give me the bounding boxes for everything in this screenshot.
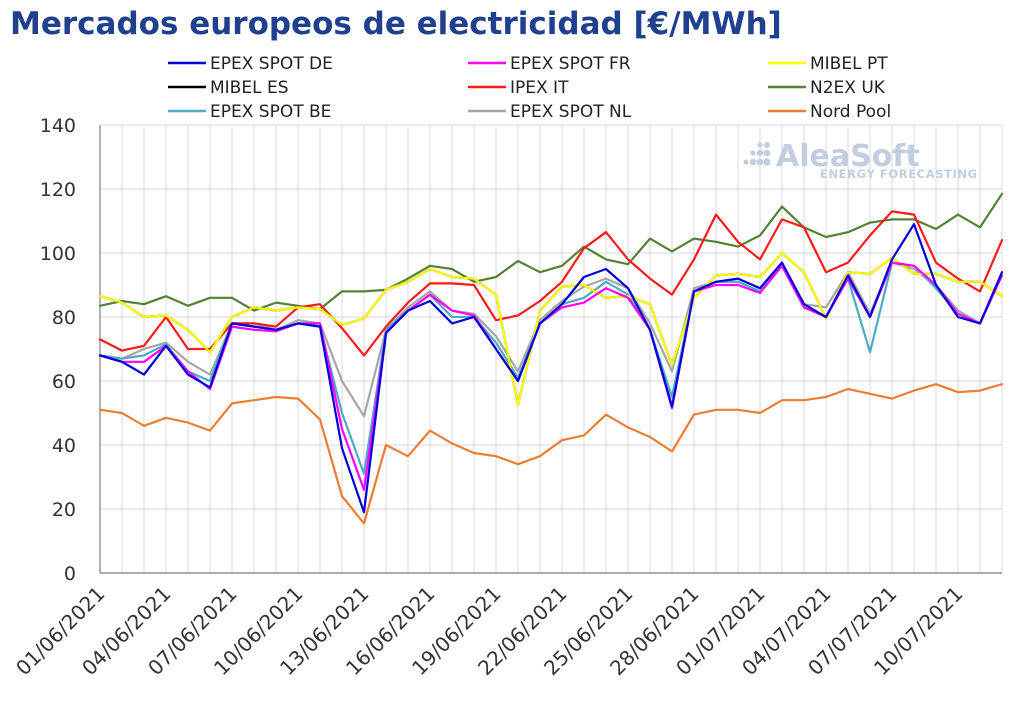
logo-dot bbox=[756, 149, 764, 157]
legend-item-mibel-es: MIBEL ES bbox=[168, 78, 289, 98]
y-tick-label: 40 bbox=[52, 435, 76, 457]
legend-item-epex-spot-nl: EPEX SPOT NL bbox=[468, 102, 632, 122]
logo-dot bbox=[763, 158, 771, 166]
series-line-epex-spot-fr bbox=[98, 261, 1004, 491]
logo-dot bbox=[763, 149, 771, 157]
logo-dot bbox=[756, 158, 764, 166]
legend-item-epex-spot-fr: EPEX SPOT FR bbox=[468, 54, 631, 74]
legend-item-n2ex-uk: N2EX UK bbox=[768, 78, 886, 98]
series-line-nord-pool bbox=[98, 383, 1004, 525]
y-tick-label: 20 bbox=[52, 499, 76, 521]
legend-label: N2EX UK bbox=[810, 78, 886, 98]
logo-wordmark: AleaSoft bbox=[776, 139, 920, 174]
series-lines bbox=[98, 192, 1004, 525]
legend-label: EPEX SPOT DE bbox=[210, 54, 333, 74]
logo-dot bbox=[749, 158, 757, 166]
series-line-epex-spot-de bbox=[98, 223, 1004, 514]
y-tick-label: 100 bbox=[40, 243, 76, 265]
legend-item-nord-pool: Nord Pool bbox=[768, 102, 891, 122]
legend-label: MIBEL ES bbox=[210, 78, 289, 98]
series-line-ipex-it bbox=[98, 210, 1004, 357]
logo-dot bbox=[764, 142, 770, 148]
y-tick-label: 120 bbox=[40, 179, 76, 201]
logo-dot bbox=[757, 142, 763, 148]
series-line-mibel-es bbox=[98, 251, 1004, 407]
chart-title: Mercados europeos de electricidad [€/MWh… bbox=[10, 6, 782, 42]
legend-label: MIBEL PT bbox=[810, 54, 888, 74]
legend-label: IPEX IT bbox=[510, 78, 569, 98]
legend-label: EPEX SPOT BE bbox=[210, 102, 331, 122]
y-tick-label: 80 bbox=[52, 307, 76, 329]
y-tick-label: 0 bbox=[64, 563, 76, 585]
series-line-n2ex-uk bbox=[98, 192, 1004, 312]
legend-item-epex-spot-de: EPEX SPOT DE bbox=[168, 54, 333, 74]
gridlines bbox=[100, 124, 1003, 573]
logo-tagline: ENERGY FORECASTING bbox=[820, 167, 978, 181]
legend-label: EPEX SPOT NL bbox=[510, 102, 632, 122]
legend-label: EPEX SPOT FR bbox=[510, 54, 631, 74]
y-tick-labels: 0 20 40 60 80 100 120 140 bbox=[40, 115, 76, 585]
series-line-epex-spot-be bbox=[98, 261, 1004, 475]
x-tick-labels: 01/06/202104/06/202107/06/202110/06/2021… bbox=[11, 582, 967, 680]
logo-dot bbox=[750, 150, 756, 156]
logo-dot bbox=[743, 159, 749, 165]
legend-label: Nord Pool bbox=[810, 102, 891, 122]
y-tick-label: 140 bbox=[40, 115, 76, 137]
legend-item-epex-spot-be: EPEX SPOT BE bbox=[168, 102, 331, 122]
legend: EPEX SPOT DE EPEX SPOT FR MIBEL PT MIBEL ES… bbox=[168, 54, 891, 122]
series-line-mibel-pt bbox=[98, 251, 1004, 407]
legend-item-mibel-pt: MIBEL PT bbox=[768, 54, 888, 74]
y-tick-label: 60 bbox=[52, 371, 76, 393]
axes bbox=[99, 125, 1002, 574]
legend-item-ipex-it: IPEX IT bbox=[468, 78, 569, 98]
